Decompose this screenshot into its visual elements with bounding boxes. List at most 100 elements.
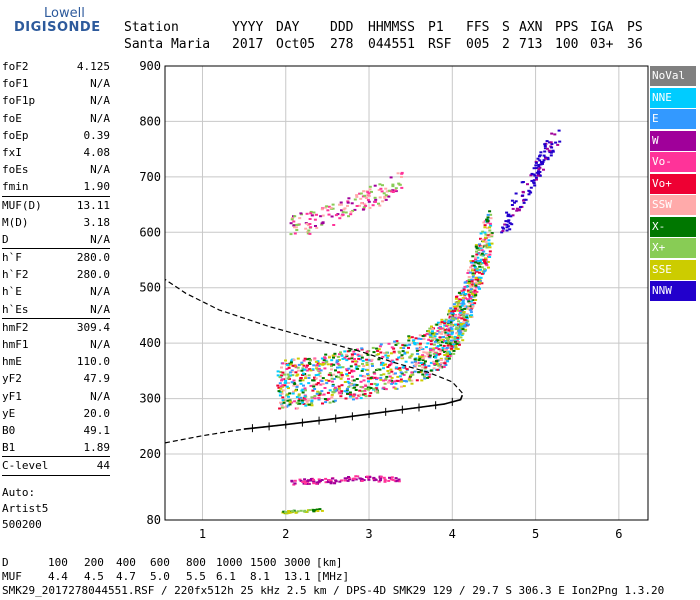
echo-point: [395, 358, 399, 361]
param-row: MUF(D) 13.11: [2, 197, 110, 214]
echo-point: [432, 333, 436, 336]
echo-point: [475, 247, 479, 250]
param-value: 110.0: [76, 355, 110, 369]
echo-point: [450, 347, 454, 350]
echo-point: [306, 479, 310, 482]
echo-point: [289, 233, 293, 236]
echo-point: [445, 357, 449, 360]
echo-point: [436, 330, 440, 332]
echo-point: [381, 362, 385, 364]
echo-point: [280, 374, 284, 377]
echo-point: [334, 369, 337, 372]
echo-point: [287, 395, 290, 398]
param-row: foF1p N/A: [2, 92, 110, 109]
echo-point: [326, 363, 330, 366]
echo-point: [421, 354, 425, 357]
echo-point: [436, 339, 440, 342]
echo-point: [332, 356, 335, 359]
echo-point: [312, 383, 316, 386]
echo-point: [483, 238, 487, 241]
echo-point: [399, 378, 403, 381]
echo-point: [448, 313, 452, 316]
param-value: 4.08: [83, 145, 111, 159]
echo-point: [449, 325, 453, 328]
echo-point: [308, 223, 312, 225]
echo-point: [411, 373, 415, 376]
echo-point: [471, 275, 475, 278]
echo-point: [320, 390, 324, 393]
echo-point: [442, 366, 446, 368]
echo-point: [507, 219, 511, 222]
echo-point: [458, 333, 461, 336]
echo-point: [315, 364, 319, 367]
header-label: P1: [428, 20, 444, 35]
echo-point: [395, 479, 399, 482]
param-value: N/A: [90, 163, 110, 177]
echo-point: [303, 480, 307, 483]
param-value: 3.18: [83, 215, 111, 229]
echo-point: [289, 361, 293, 364]
echo-point: [352, 379, 356, 382]
echo-point: [383, 382, 387, 385]
echo-point: [476, 286, 480, 289]
echo-point: [478, 265, 482, 268]
echo-point: [299, 479, 303, 482]
echo-point: [368, 394, 372, 397]
echo-point: [389, 176, 393, 179]
echo-point: [461, 300, 465, 303]
echo-point: [457, 300, 461, 302]
echo-point: [340, 376, 344, 379]
echo-point: [309, 478, 313, 480]
echo-point: [447, 357, 451, 360]
header-value: 005: [466, 37, 490, 52]
echo-point: [470, 269, 474, 272]
echo-point: [486, 226, 489, 229]
echo-point: [482, 240, 485, 243]
echo-point: [379, 187, 383, 190]
echo-point: [505, 223, 509, 226]
echo-point: [320, 394, 324, 396]
echo-point: [283, 381, 287, 384]
echo-point: [434, 356, 438, 359]
echo-point: [426, 342, 430, 345]
echo-point: [286, 404, 290, 407]
echo-point: [506, 215, 510, 218]
echo-point: [321, 402, 324, 405]
echo-point: [458, 303, 462, 306]
echo-point: [532, 173, 536, 176]
echo-point: [442, 344, 446, 347]
echo-point: [428, 333, 432, 336]
echo-point: [314, 374, 318, 377]
param-row: M(D) 3.18: [2, 214, 110, 231]
echo-point: [343, 477, 347, 480]
echo-point: [389, 478, 393, 481]
echo-point: [302, 364, 306, 367]
echo-point: [298, 379, 302, 382]
echo-point: [317, 398, 321, 401]
echo-point: [387, 372, 391, 375]
echo-point: [330, 477, 334, 480]
echo-point: [335, 388, 339, 391]
echo-point: [490, 235, 494, 238]
param-value: N/A: [90, 94, 110, 108]
echo-point: [361, 368, 365, 371]
echo-point: [379, 378, 383, 381]
echo-point: [447, 327, 451, 330]
echo-point: [478, 278, 482, 281]
echo-point: [461, 332, 465, 335]
echo-point: [301, 367, 305, 370]
echo-point: [318, 508, 322, 511]
header-label: DDD: [330, 20, 354, 35]
echo-point: [481, 230, 485, 233]
echo-point: [439, 350, 443, 353]
echo-point: [445, 353, 449, 356]
echo-point: [286, 364, 290, 366]
echo-point: [327, 479, 331, 481]
echo-point: [352, 394, 356, 397]
echo-point: [432, 352, 436, 355]
echo-point: [455, 309, 459, 312]
echo-point: [393, 189, 397, 192]
echo-point: [325, 360, 329, 363]
param-row: fxI 4.08: [2, 144, 110, 161]
echo-point: [484, 233, 488, 236]
